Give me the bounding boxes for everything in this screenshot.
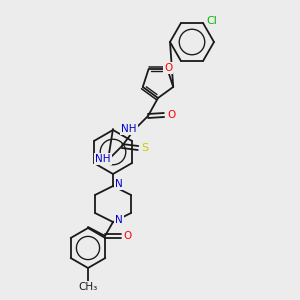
- Text: N: N: [115, 215, 123, 225]
- Text: NH: NH: [121, 124, 137, 134]
- Text: CH₃: CH₃: [78, 282, 98, 292]
- Text: N: N: [115, 179, 123, 189]
- Text: S: S: [141, 143, 148, 153]
- Text: O: O: [164, 63, 172, 73]
- Text: NH: NH: [95, 154, 111, 164]
- Text: Cl: Cl: [207, 16, 218, 26]
- Text: O: O: [167, 110, 175, 120]
- Text: O: O: [124, 231, 132, 241]
